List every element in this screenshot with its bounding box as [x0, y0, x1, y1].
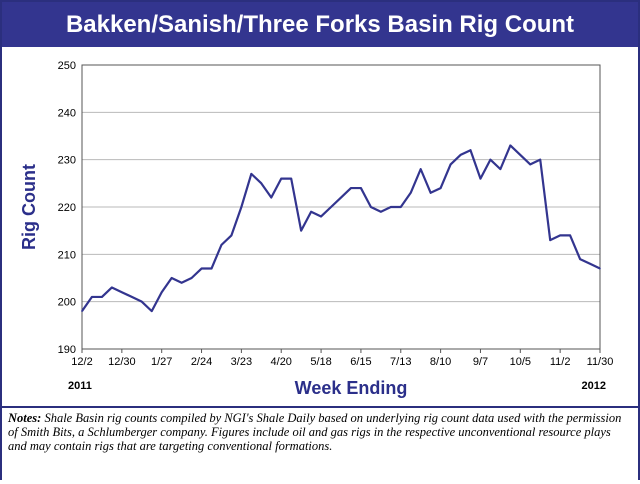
data-point [549, 239, 551, 241]
year-end-label: 2012 [582, 380, 606, 392]
x-tick-label: 10/5 [510, 356, 531, 368]
data-point [439, 187, 442, 189]
y-tick-label: 230 [58, 155, 76, 167]
data-point [131, 296, 133, 298]
grid-lines [82, 64, 600, 350]
data-point [300, 229, 302, 232]
data-point [509, 144, 512, 147]
data-point [190, 277, 193, 279]
x-tick-label: 6/15 [350, 356, 371, 368]
data-point [559, 234, 561, 237]
data-point [380, 210, 382, 213]
data-point [599, 267, 601, 270]
data-point [320, 215, 322, 218]
y-axis-label: Rig Count [19, 164, 39, 250]
y-tick-label: 210 [58, 249, 76, 261]
data-point [489, 158, 492, 161]
x-tick-labels: 12/2 12/30 1/27 2/24 3/23 4/20 5/18 6/15 7/13 8/1… [71, 349, 613, 368]
data-point [200, 267, 203, 270]
data-point [479, 177, 482, 180]
data-point [409, 192, 412, 194]
x-tick-label: 4/20 [271, 356, 292, 368]
y-tick-labels: 190 200 210 220 230 240 250 [58, 60, 76, 356]
data-point [290, 177, 292, 180]
data-point [111, 286, 113, 289]
data-point [449, 163, 452, 166]
chart-title: Bakken/Sanish/Three Forks Basin Rig Coun… [65, 10, 575, 38]
data-point [399, 206, 402, 208]
data-point [539, 158, 542, 161]
title-bar: Bakken/Sanish/Three Forks Basin Rig Coun… [2, 2, 638, 47]
data-point [280, 177, 283, 180]
y-tick-label: 220 [58, 202, 76, 214]
x-tick-label: 1/27 [151, 356, 172, 368]
x-tick-label: 11/30 [587, 356, 614, 368]
data-point [459, 154, 462, 156]
y-tick-label: 200 [58, 297, 76, 309]
x-tick-label: 12/2 [71, 356, 92, 368]
x-tick-label: 2/24 [191, 356, 212, 368]
y-tick-label: 250 [58, 60, 76, 72]
data-point [360, 187, 362, 189]
data-point [230, 234, 233, 237]
data-point [260, 182, 263, 185]
notes-box: Notes: Shale Basin rig counts compiled b… [2, 406, 638, 484]
rig-count-chart: 190 200 210 220 230 240 250 12/2 12/30 1/27 2/24 3… [19, 60, 613, 398]
data-point [81, 310, 83, 312]
data-point [589, 263, 591, 265]
data-point [160, 291, 163, 293]
data-points [81, 144, 601, 312]
data-point [569, 234, 571, 237]
data-point [419, 168, 422, 170]
data-point [469, 149, 472, 151]
data-point [180, 281, 183, 284]
year-start-label: 2011 [68, 380, 92, 392]
x-tick-label: 8/10 [430, 356, 451, 368]
data-point [121, 291, 123, 293]
x-axis-label: Week Ending [295, 378, 408, 398]
data-point [579, 258, 581, 260]
data-point [429, 192, 432, 194]
data-point [519, 154, 522, 156]
x-tick-label: 5/18 [310, 356, 331, 368]
data-point [330, 206, 332, 208]
data-point [350, 187, 352, 189]
data-point [101, 296, 103, 298]
data-point [240, 206, 243, 208]
data-point [150, 310, 153, 312]
data-point [140, 300, 143, 303]
data-point [170, 277, 173, 279]
x-tick-label: 12/30 [108, 356, 136, 368]
data-point [340, 196, 342, 199]
x-tick-label: 3/23 [231, 356, 252, 368]
data-point [390, 206, 392, 208]
x-tick-label: 9/7 [473, 356, 488, 368]
y-tick-label: 240 [58, 107, 76, 119]
x-tick-label: 7/13 [390, 356, 411, 368]
data-point [370, 206, 372, 208]
data-point [250, 173, 253, 175]
data-point [220, 244, 223, 246]
data-point [310, 210, 312, 213]
y-tick-label: 190 [58, 344, 76, 356]
notes-text: Shale Basin rig counts compiled by NGI's… [8, 411, 622, 453]
series-line-rig-count [81, 144, 601, 313]
plot-border [81, 64, 601, 350]
data-point [91, 296, 93, 298]
data-point [499, 168, 502, 170]
notes-label: Notes: [8, 411, 42, 425]
data-point [270, 196, 273, 199]
data-point [529, 163, 532, 166]
x-tick-label: 11/2 [550, 356, 571, 368]
data-point [210, 267, 213, 270]
